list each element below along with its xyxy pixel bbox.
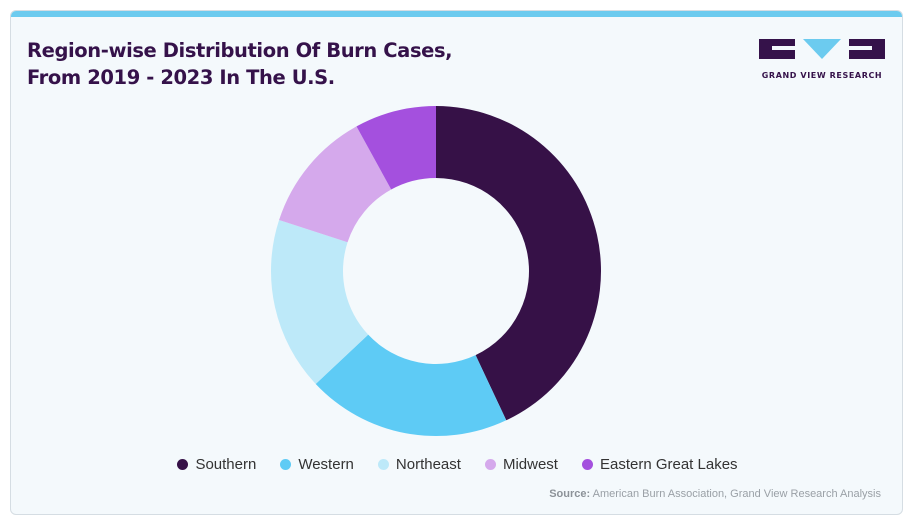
grand-view-research-logo: GRAND VIEW RESEARCH bbox=[759, 37, 885, 85]
legend-item-western: Western bbox=[280, 456, 354, 473]
legend-item-southern: Southern bbox=[177, 456, 256, 473]
legend-swatch-icon bbox=[177, 459, 189, 470]
donut-slice-southern bbox=[436, 106, 601, 421]
legend-swatch-icon bbox=[280, 459, 292, 470]
chart-title: Region-wise Distribution Of Burn Cases, … bbox=[27, 37, 547, 91]
title-line-1: Region-wise Distribution Of Burn Cases, bbox=[27, 39, 453, 62]
legend-label: Northeast bbox=[395, 456, 461, 473]
donut-slice-eastern-great-lakes bbox=[356, 106, 436, 190]
donut-slice-western bbox=[315, 334, 507, 436]
source-label: Source: bbox=[549, 488, 591, 500]
logo-mark-icon bbox=[759, 39, 885, 59]
legend-swatch-icon bbox=[581, 459, 593, 470]
source-text: American Burn Association, Grand View Re… bbox=[592, 488, 881, 500]
source-note: Source: American Burn Association, Grand… bbox=[549, 488, 881, 500]
chart-legend: Southern Western Northeast Midwest Eastern G… bbox=[11, 456, 902, 473]
legend-label: Southern bbox=[195, 456, 257, 473]
legend-label: Eastern Great Lakes bbox=[599, 456, 738, 473]
donut-slice-northeast bbox=[271, 220, 369, 384]
chart-card: Region-wise Distribution Of Burn Cases, … bbox=[10, 10, 903, 515]
legend-item-eastern-great-lakes: Eastern Great Lakes bbox=[581, 456, 738, 473]
title-line-2: From 2019 - 2023 In The U.S. bbox=[27, 66, 335, 89]
legend-item-northeast: Northeast bbox=[377, 456, 461, 473]
legend-item-midwest: Midwest bbox=[484, 456, 558, 473]
legend-label: Western bbox=[298, 456, 354, 473]
legend-swatch-icon bbox=[484, 459, 496, 470]
legend-swatch-icon bbox=[377, 459, 389, 470]
donut-chart bbox=[271, 106, 601, 436]
logo-text: GRAND VIEW RESEARCH bbox=[761, 71, 883, 80]
legend-label: Midwest bbox=[502, 456, 558, 473]
donut-slice-midwest bbox=[279, 126, 392, 243]
accent-bar bbox=[11, 11, 902, 17]
